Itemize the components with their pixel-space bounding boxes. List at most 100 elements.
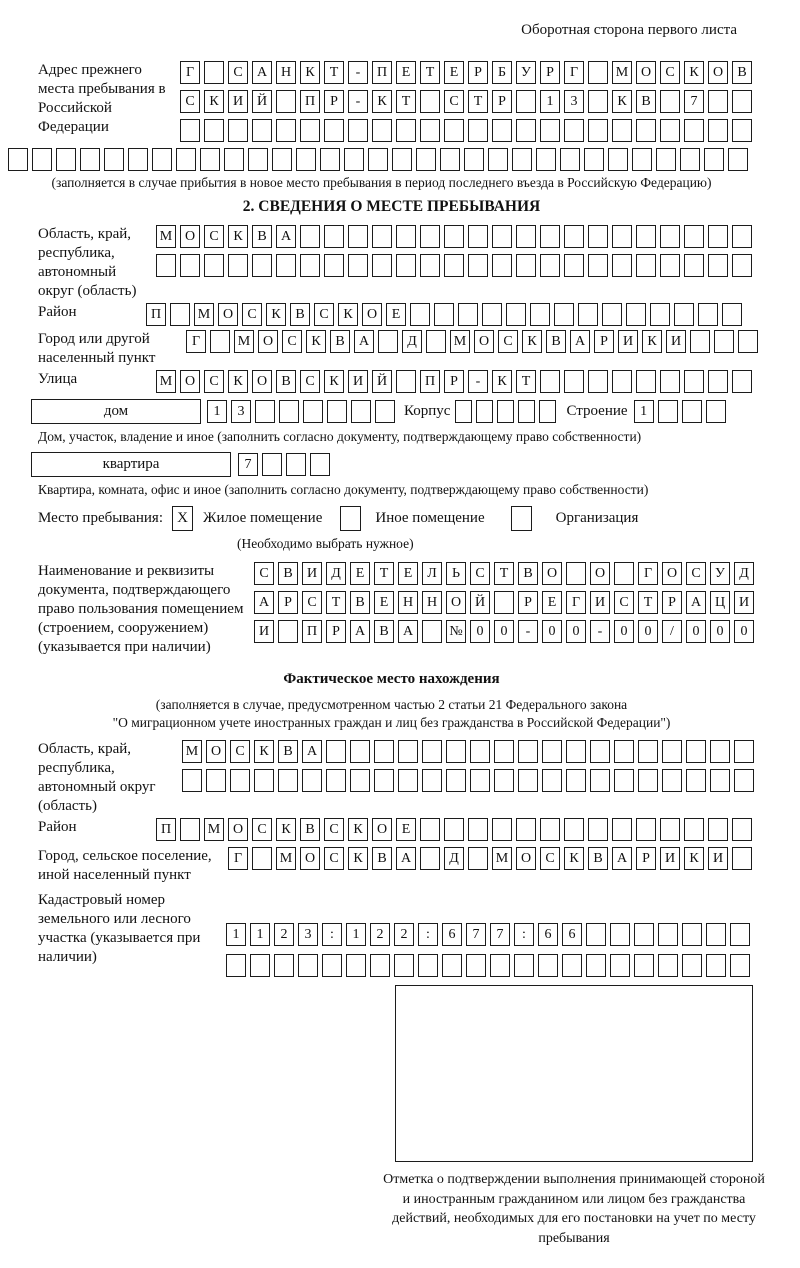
char-cell [322,954,342,977]
char-cell [518,740,538,763]
char-cell [206,769,226,792]
char-cell [636,119,656,142]
char-cell [418,954,438,977]
char-cell [492,119,512,142]
char-cell: Р [324,90,344,113]
char-cell: С [228,61,248,84]
char-cell [228,119,248,142]
char-cell: К [266,303,286,326]
char-cell [682,923,702,946]
char-cell [732,370,752,393]
char-cell: С [540,847,560,870]
char-cell: К [228,225,248,248]
char-cell [708,90,728,113]
char-cell: К [348,847,368,870]
char-cell [584,148,604,171]
char-cell [392,148,412,171]
char-cell: Е [398,562,418,585]
char-cell [204,61,224,84]
char-cell: С [300,370,320,393]
char-cell [346,954,366,977]
char-cell [396,254,416,277]
char-cell [348,225,368,248]
char-cell [374,769,394,792]
char-cell: А [612,847,632,870]
char-cell: К [642,330,662,353]
char-cell [612,818,632,841]
char-cell [684,225,704,248]
section2-title: 2. СВЕДЕНИЯ О МЕСТЕ ПРЕБЫВАНИЯ [242,198,541,215]
korpus-label: Корпус [404,403,451,419]
char-cell [426,330,446,353]
char-cell: К [684,847,704,870]
char-cell [310,453,330,476]
char-cell: 3 [298,923,318,946]
char-cell [612,254,632,277]
char-cell: Т [494,562,514,585]
char-cell [516,254,536,277]
char-cell: Д [444,847,464,870]
char-cell [374,740,394,763]
char-cell [466,954,486,977]
char-cell [180,119,200,142]
char-cell [708,818,728,841]
char-cell: Т [516,370,536,393]
char-cell: К [338,303,358,326]
prev-address-note: (заполняется в случае прибытия в новое м… [51,175,712,190]
option-inoe-label: Иное помещение [375,510,485,526]
char-cell [530,303,550,326]
char-cell: В [636,90,656,113]
char-cell: А [354,330,374,353]
char-cell: / [662,620,682,643]
char-cell [351,400,371,423]
char-cell [516,225,536,248]
char-cell [497,400,515,423]
char-cell: 0 [494,620,514,643]
char-cell [660,370,680,393]
char-cell [564,119,584,142]
char-cell: Г [180,61,200,84]
char-cell [632,148,652,171]
s2-oblast-field: Область, край, республика, автономный ок… [38,225,755,301]
char-cell: Р [540,61,560,84]
char-cell: - [468,370,488,393]
char-cell: И [660,847,680,870]
char-cell: И [590,591,610,614]
char-cell [636,225,656,248]
char-cell: О [180,370,200,393]
fact-oblast-row-2 [182,769,754,792]
char-cell [684,818,704,841]
char-cell [564,225,584,248]
char-cell: С [498,330,518,353]
char-cell [542,769,562,792]
char-cell [204,119,224,142]
char-cell [320,148,340,171]
char-cell: 0 [542,620,562,643]
char-cell [516,818,536,841]
char-cell [410,303,430,326]
fact-gorod-field: Город, сельское поселение, иной населенн… [38,847,755,885]
place-type-label: Место пребывания: [38,510,163,526]
char-cell [660,225,680,248]
char-cell: П [300,90,320,113]
char-cell [200,148,220,171]
char-cell: - [590,620,610,643]
char-cell: 0 [710,620,730,643]
char-cell: Г [638,562,658,585]
char-cell: Р [594,330,614,353]
char-cell: 0 [566,620,586,643]
char-cell: Б [492,61,512,84]
char-cell: С [470,562,490,585]
prev-address-row-3 [180,119,752,142]
char-cell [657,400,678,423]
char-cell [634,954,654,977]
checkbox-inoe [340,506,362,531]
char-cell: 6 [442,923,462,946]
char-cell: П [302,620,322,643]
char-cell: М [156,370,176,393]
s2-raion-label: Район [38,304,77,320]
char-cell [420,847,440,870]
